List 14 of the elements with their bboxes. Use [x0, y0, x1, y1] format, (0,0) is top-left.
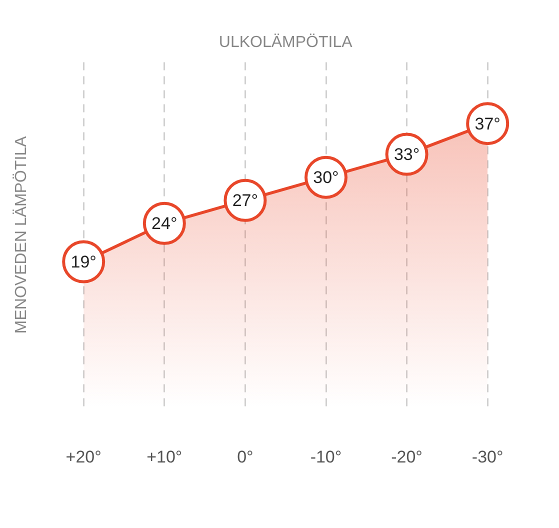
data-label: 30°	[313, 168, 339, 188]
x-axis-title: ULKOLÄMPÖTILA	[218, 33, 353, 52]
data-label: 24°	[152, 214, 178, 234]
data-label: 33°	[394, 144, 420, 164]
x-tick-label: -10°	[310, 447, 342, 466]
x-tick-label: +20°	[66, 447, 102, 466]
x-tick-label: +10°	[146, 447, 182, 466]
x-tick-label: 0°	[237, 447, 254, 466]
data-label: 37°	[474, 114, 500, 134]
y-axis-title: MENOVEDEN LÄMPÖTILA	[12, 136, 30, 334]
data-label: 27°	[232, 191, 258, 210]
x-tick-label: -30°	[472, 447, 504, 466]
data-label: 19°	[70, 252, 96, 272]
x-tick-label: -20°	[391, 447, 422, 466]
